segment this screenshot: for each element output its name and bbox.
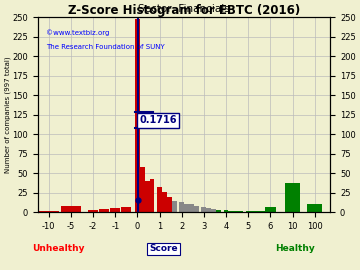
Text: Unhealthy: Unhealthy — [32, 244, 84, 253]
Bar — [229, 211, 233, 212]
Bar — [285, 183, 300, 212]
Bar — [172, 201, 177, 212]
Text: Sector: Financials: Sector: Financials — [138, 4, 230, 14]
Bar — [233, 211, 238, 212]
Bar — [251, 211, 256, 212]
Text: The Research Foundation of SUNY: The Research Foundation of SUNY — [46, 45, 165, 50]
Title: Z-Score Histogram for EBTC (2016): Z-Score Histogram for EBTC (2016) — [68, 4, 300, 17]
Bar — [39, 211, 59, 212]
Bar — [135, 19, 140, 212]
Bar — [216, 210, 221, 212]
Bar — [167, 197, 172, 212]
Bar — [224, 210, 229, 212]
Bar — [246, 211, 251, 212]
Bar — [162, 192, 167, 212]
Text: 0.1716: 0.1716 — [139, 115, 177, 125]
Bar — [194, 206, 199, 212]
Bar — [238, 211, 243, 212]
Bar — [179, 202, 184, 212]
Bar — [260, 211, 265, 212]
Bar — [189, 204, 194, 212]
Bar — [157, 187, 162, 212]
Bar — [121, 207, 131, 212]
Text: Score: Score — [149, 244, 178, 253]
Bar — [206, 208, 211, 212]
Bar — [265, 207, 276, 212]
Bar — [110, 208, 120, 212]
Y-axis label: Number of companies (997 total): Number of companies (997 total) — [4, 56, 11, 173]
Text: ©www.textbiz.org: ©www.textbiz.org — [46, 29, 110, 36]
Bar — [184, 204, 189, 212]
Bar — [307, 204, 323, 212]
Bar — [145, 181, 150, 212]
Bar — [202, 207, 206, 212]
Bar — [140, 167, 145, 212]
Bar — [61, 206, 81, 212]
Bar — [150, 179, 154, 212]
Bar — [256, 211, 260, 212]
Bar — [88, 210, 98, 212]
Bar — [211, 209, 216, 212]
Bar — [99, 209, 109, 212]
Text: Healthy: Healthy — [275, 244, 315, 253]
